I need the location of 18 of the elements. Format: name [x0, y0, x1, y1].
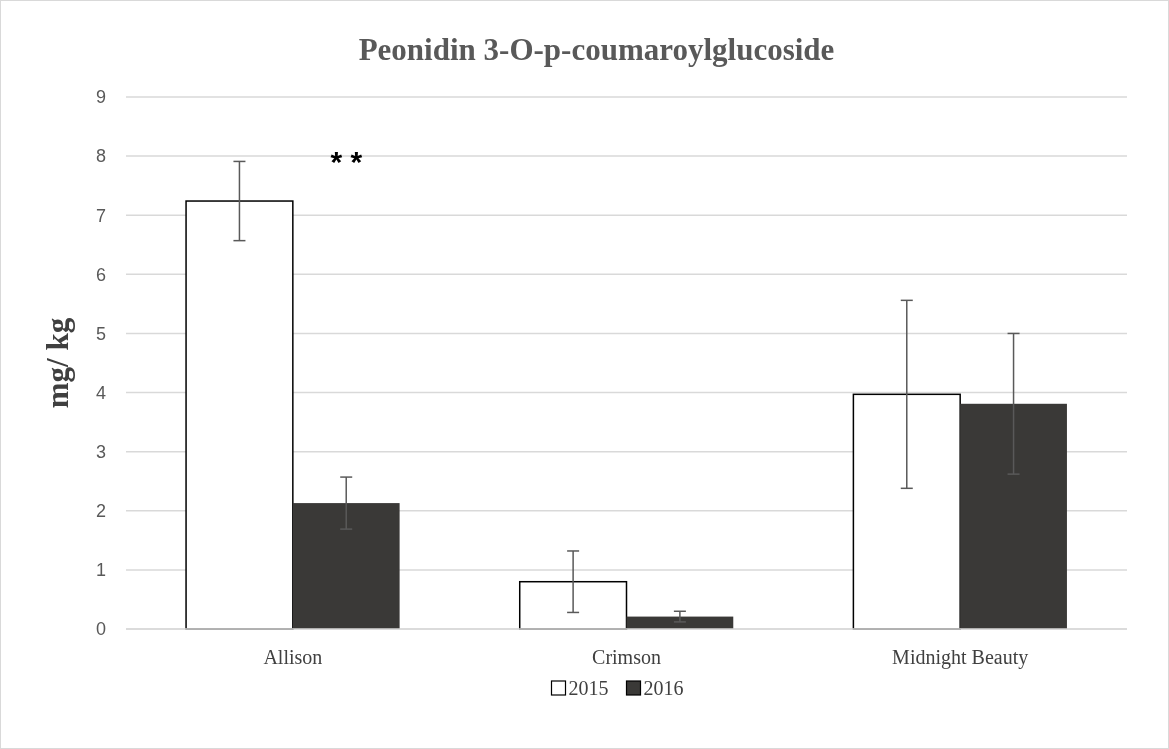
chart-title: Peonidin 3-O-p-coumaroylglucoside: [358, 32, 835, 67]
y-tick-label: 6: [95, 264, 106, 285]
y-tick-label: 2: [95, 501, 106, 522]
y-tick-label: 1: [95, 560, 106, 581]
y-tick-label: 7: [95, 205, 106, 226]
y-tick-label: 9: [95, 87, 106, 108]
legend-label: 2016: [643, 677, 684, 699]
x-tick-label: Allison: [263, 646, 323, 668]
y-tick-label: 5: [95, 323, 106, 344]
annotation: * *: [330, 145, 363, 178]
y-tick-label: 3: [95, 441, 106, 462]
y-tick-label: 4: [95, 382, 106, 403]
legend-label: 2015: [568, 677, 609, 699]
y-tick-label: 8: [95, 146, 106, 167]
y-axis-title: mg/ kg: [40, 317, 75, 409]
x-tick-label: Midnight Beauty: [892, 646, 1029, 669]
x-tick-label: Crimson: [592, 646, 661, 668]
y-tick-label: 0: [95, 619, 106, 640]
